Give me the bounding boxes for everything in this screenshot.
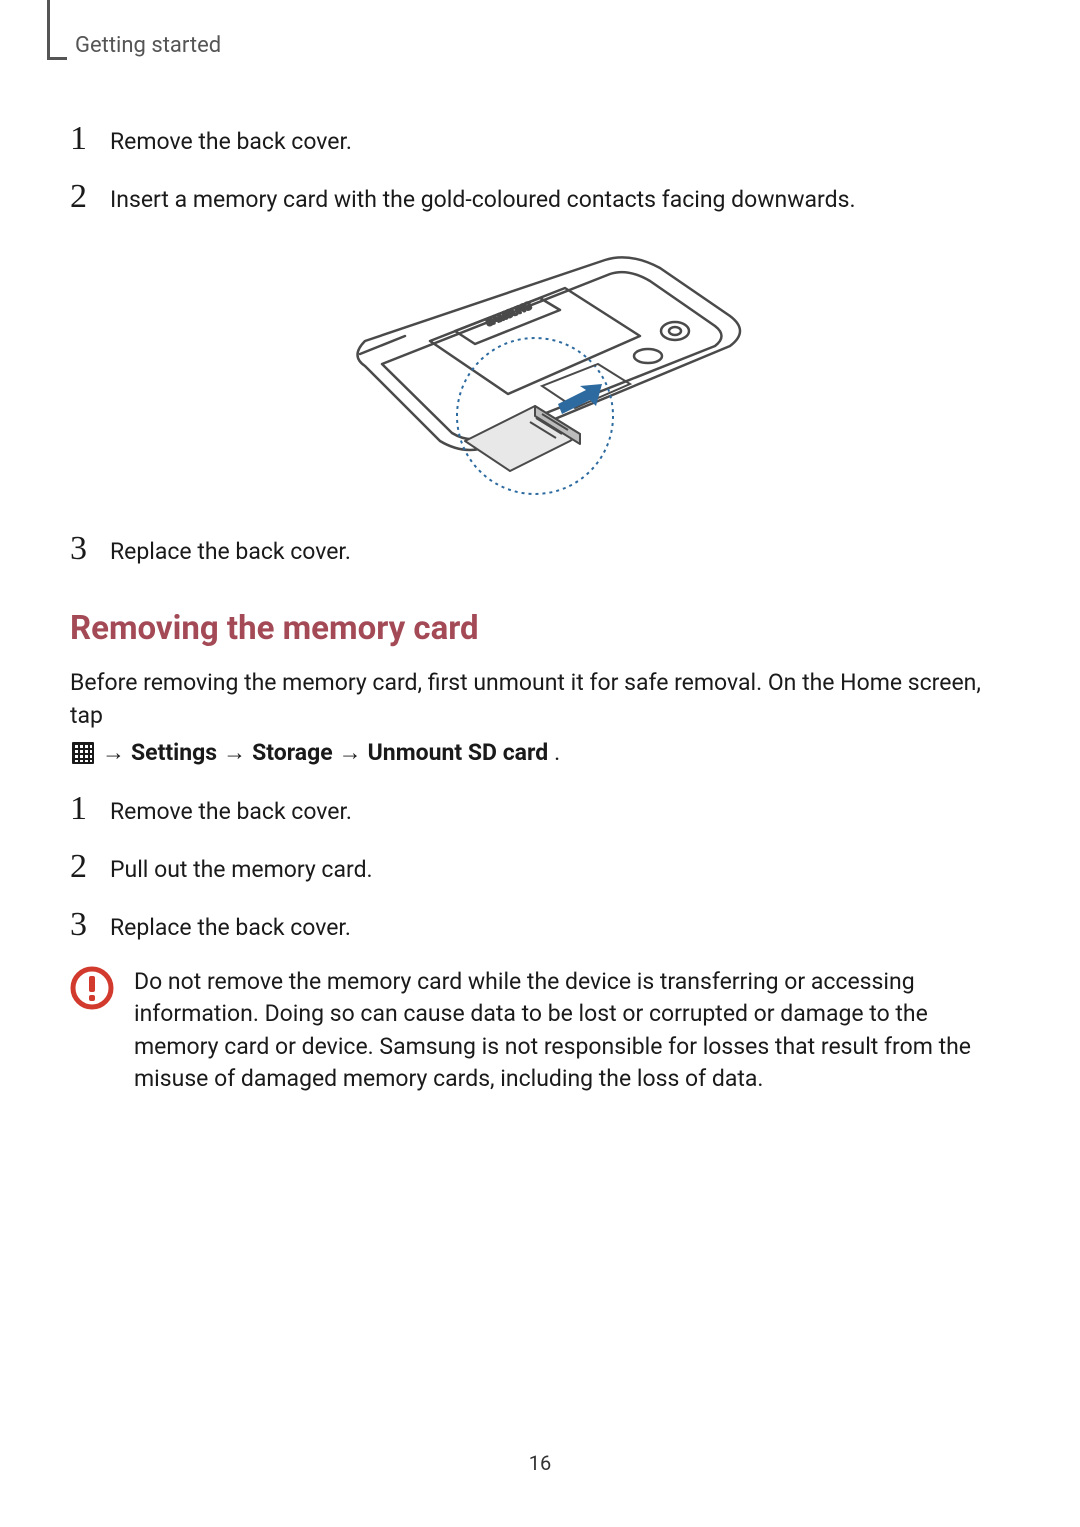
nav-settings: Settings: [131, 736, 217, 769]
step-text: Pull out the memory card.: [110, 852, 373, 886]
page-number: 16: [0, 1451, 1080, 1475]
caution-block: Do not remove the memory card while the …: [70, 966, 1010, 1095]
step-text: Insert a memory card with the gold-colou…: [110, 182, 856, 216]
intro-paragraph: Before removing the memory card, first u…: [70, 666, 1010, 733]
step-item: 3 Replace the back cover.: [70, 532, 1010, 568]
header-rule: [47, 0, 50, 60]
nav-arrow: →: [102, 736, 125, 769]
breadcrumb: Getting started: [75, 33, 221, 58]
step-text: Replace the back cover.: [110, 534, 351, 568]
step-text: Remove the back cover.: [110, 794, 352, 828]
step-item: 1 Remove the back cover.: [70, 122, 1010, 158]
nav-arrow: →: [339, 736, 362, 769]
step-item: 2 Pull out the memory card.: [70, 850, 1010, 886]
header-tick: [47, 57, 67, 60]
device-illustration: SAMSUNG: [70, 246, 1010, 510]
nav-storage: Storage: [252, 736, 333, 769]
nav-arrow: →: [223, 736, 246, 769]
step-item: 2 Insert a memory card with the gold-col…: [70, 180, 1010, 216]
step-number: 1: [70, 122, 110, 156]
step-number: 2: [70, 180, 110, 214]
step-text: Remove the back cover.: [110, 124, 352, 158]
step-number: 1: [70, 792, 110, 826]
apps-grid-icon: [70, 740, 96, 766]
step-text: Replace the back cover.: [110, 910, 351, 944]
page-content: 1 Remove the back cover. 2 Insert a memo…: [70, 100, 1010, 1095]
step-number: 2: [70, 850, 110, 884]
step-item: 1 Remove the back cover.: [70, 792, 1010, 828]
navigation-path: → Settings → Storage → Unmount SD card.: [70, 736, 1010, 769]
nav-unmount: Unmount SD card: [368, 736, 549, 769]
step-item: 3 Replace the back cover.: [70, 908, 1010, 944]
step-number: 3: [70, 532, 110, 566]
caution-icon: [70, 966, 114, 1095]
caution-text: Do not remove the memory card while the …: [134, 966, 1010, 1095]
section-title: Removing the memory card: [70, 609, 1010, 648]
nav-period: .: [554, 736, 560, 769]
step-number: 3: [70, 908, 110, 942]
